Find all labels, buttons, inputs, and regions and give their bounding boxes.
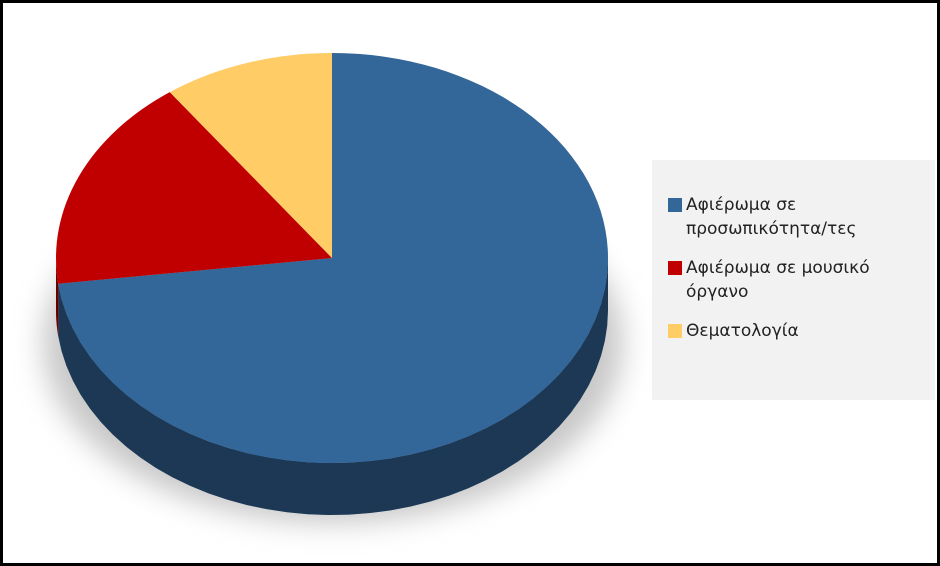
legend-swatch <box>668 261 682 275</box>
pie-plot <box>43 53 623 523</box>
legend-label: Αφιέρωμα σε προσωπικότητα/τες <box>686 195 857 239</box>
legend-label: Αφιέρωμα σε μουσικό όργανο <box>686 258 870 302</box>
pie-slice <box>58 53 609 464</box>
pie-side <box>56 258 59 336</box>
legend: Αφιέρωμα σε προσωπικότητα/τες Αφιέρωμα σε… <box>652 160 935 400</box>
legend-item: Αφιέρωμα σε μουσικό όργανο <box>668 256 927 304</box>
pie-slice <box>169 53 332 258</box>
legend-item: Αφιέρωμα σε προσωπικότητα/τες <box>668 193 927 241</box>
legend-item: Θεματολογία <box>668 319 927 343</box>
legend-swatch <box>668 324 682 338</box>
legend-swatch <box>668 198 682 212</box>
pie-side <box>58 258 609 515</box>
pie-side-shade <box>58 258 609 515</box>
pie-side-shade <box>56 258 59 336</box>
legend-label: Θεματολογία <box>686 321 799 341</box>
pie-slice <box>56 92 332 284</box>
